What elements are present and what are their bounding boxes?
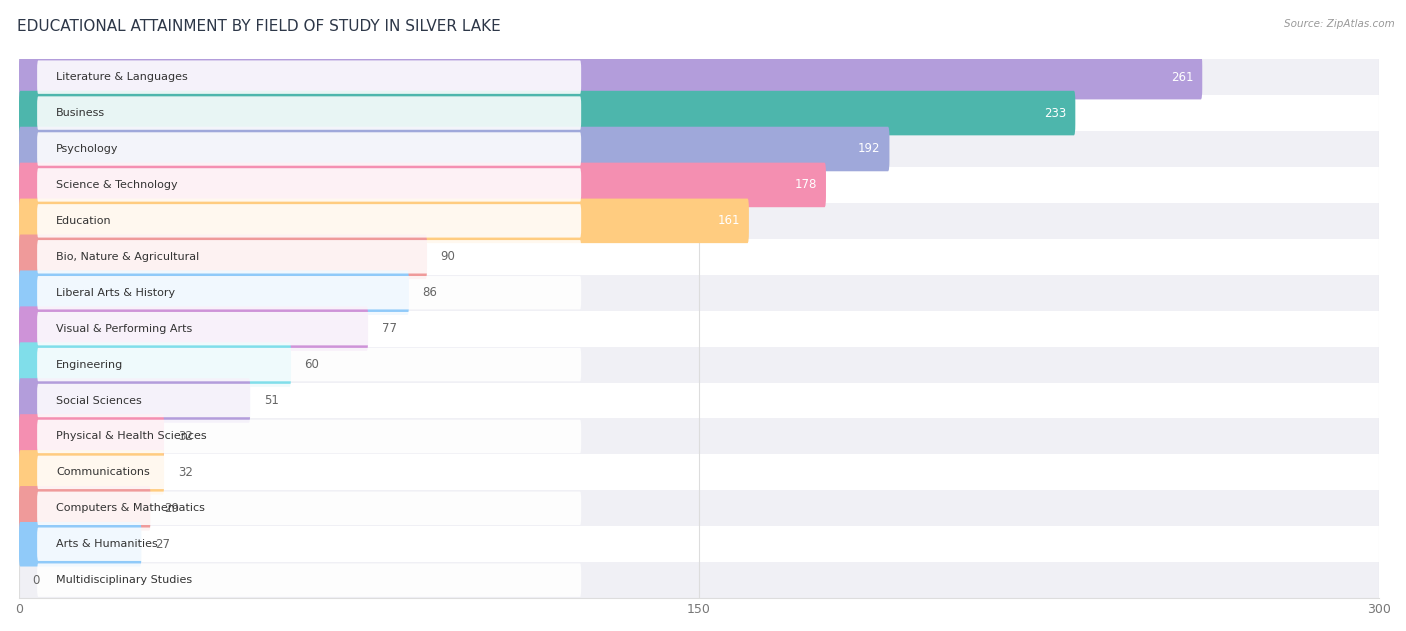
FancyBboxPatch shape	[0, 59, 1406, 95]
FancyBboxPatch shape	[20, 378, 250, 423]
Text: Multidisciplinary Studies: Multidisciplinary Studies	[56, 575, 193, 585]
Text: Literature & Languages: Literature & Languages	[56, 72, 188, 82]
Text: Communications: Communications	[56, 468, 150, 478]
FancyBboxPatch shape	[37, 204, 581, 237]
FancyBboxPatch shape	[20, 163, 825, 207]
FancyBboxPatch shape	[0, 526, 1406, 562]
FancyBboxPatch shape	[0, 239, 1406, 274]
FancyBboxPatch shape	[37, 61, 581, 94]
FancyBboxPatch shape	[0, 382, 1406, 418]
FancyBboxPatch shape	[0, 274, 1406, 310]
Text: 60: 60	[305, 358, 319, 371]
Text: Science & Technology: Science & Technology	[56, 180, 179, 190]
FancyBboxPatch shape	[20, 127, 890, 171]
FancyBboxPatch shape	[20, 522, 142, 567]
FancyBboxPatch shape	[0, 562, 1406, 598]
Text: 192: 192	[858, 143, 880, 155]
FancyBboxPatch shape	[37, 97, 581, 130]
Text: 32: 32	[177, 466, 193, 479]
Text: Engineering: Engineering	[56, 360, 124, 370]
FancyBboxPatch shape	[37, 528, 581, 561]
FancyBboxPatch shape	[37, 456, 581, 489]
Text: Source: ZipAtlas.com: Source: ZipAtlas.com	[1284, 19, 1395, 29]
Text: EDUCATIONAL ATTAINMENT BY FIELD OF STUDY IN SILVER LAKE: EDUCATIONAL ATTAINMENT BY FIELD OF STUDY…	[17, 19, 501, 34]
FancyBboxPatch shape	[20, 486, 150, 531]
FancyBboxPatch shape	[20, 342, 291, 387]
FancyBboxPatch shape	[20, 450, 165, 495]
Text: 90: 90	[440, 251, 456, 263]
FancyBboxPatch shape	[0, 167, 1406, 203]
FancyBboxPatch shape	[20, 307, 368, 351]
Text: Business: Business	[56, 108, 105, 118]
FancyBboxPatch shape	[0, 310, 1406, 346]
FancyBboxPatch shape	[37, 492, 581, 525]
FancyBboxPatch shape	[37, 276, 581, 309]
Text: 77: 77	[381, 322, 396, 335]
Text: 32: 32	[177, 430, 193, 443]
FancyBboxPatch shape	[0, 203, 1406, 239]
Text: Visual & Performing Arts: Visual & Performing Arts	[56, 324, 193, 334]
FancyBboxPatch shape	[20, 55, 1202, 100]
FancyBboxPatch shape	[0, 131, 1406, 167]
Text: 51: 51	[264, 394, 278, 407]
FancyBboxPatch shape	[37, 168, 581, 202]
Text: 86: 86	[422, 286, 437, 299]
Text: Education: Education	[56, 216, 112, 226]
FancyBboxPatch shape	[0, 346, 1406, 382]
FancyBboxPatch shape	[37, 420, 581, 453]
FancyBboxPatch shape	[37, 240, 581, 273]
Text: Arts & Humanities: Arts & Humanities	[56, 540, 157, 549]
FancyBboxPatch shape	[20, 91, 1076, 135]
Text: Social Sciences: Social Sciences	[56, 396, 142, 406]
Text: Physical & Health Sciences: Physical & Health Sciences	[56, 432, 207, 442]
FancyBboxPatch shape	[0, 490, 1406, 526]
FancyBboxPatch shape	[37, 133, 581, 166]
FancyBboxPatch shape	[0, 418, 1406, 454]
Text: Bio, Nature & Agricultural: Bio, Nature & Agricultural	[56, 252, 200, 262]
FancyBboxPatch shape	[37, 384, 581, 417]
FancyBboxPatch shape	[37, 563, 581, 597]
Text: 178: 178	[794, 179, 817, 191]
Text: 27: 27	[155, 538, 170, 551]
Text: Computers & Mathematics: Computers & Mathematics	[56, 504, 205, 513]
Text: 233: 233	[1045, 107, 1066, 119]
FancyBboxPatch shape	[37, 312, 581, 345]
FancyBboxPatch shape	[20, 199, 749, 243]
Text: 29: 29	[165, 502, 179, 515]
FancyBboxPatch shape	[20, 271, 409, 315]
Text: 161: 161	[717, 215, 740, 227]
FancyBboxPatch shape	[0, 95, 1406, 131]
FancyBboxPatch shape	[37, 348, 581, 381]
FancyBboxPatch shape	[0, 454, 1406, 490]
FancyBboxPatch shape	[20, 235, 427, 279]
Text: 0: 0	[32, 574, 39, 587]
Text: 261: 261	[1171, 71, 1194, 84]
Text: Liberal Arts & History: Liberal Arts & History	[56, 288, 176, 298]
FancyBboxPatch shape	[20, 414, 165, 459]
Text: Psychology: Psychology	[56, 144, 120, 154]
